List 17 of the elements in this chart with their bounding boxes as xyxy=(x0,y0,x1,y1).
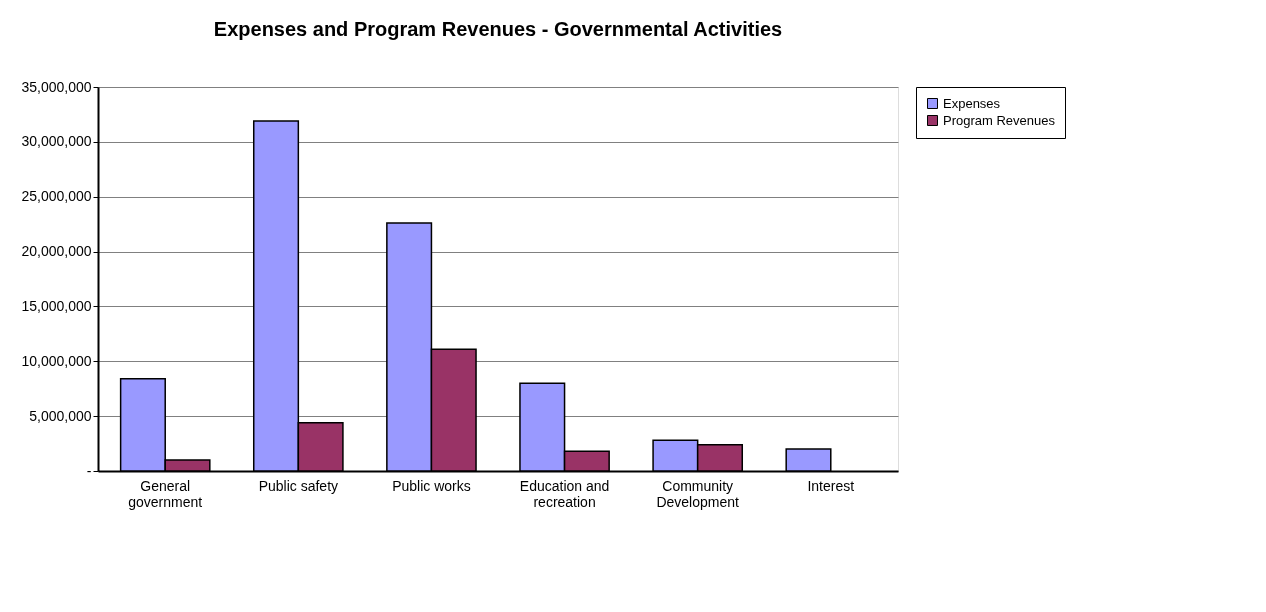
y-tick-label: - xyxy=(86,462,92,479)
x-tick-label: Education and recreation xyxy=(519,477,610,510)
x-tick-label: Interest xyxy=(807,477,855,494)
y-tick-label: 35,000,000 xyxy=(21,78,92,95)
legend-label: Expenses xyxy=(943,95,1001,111)
y-tick-label: 10,000,000 xyxy=(21,352,92,369)
x-tick-label: Public works xyxy=(392,477,471,494)
chart-title: Expenses and Program Revenues - Governmental Activities xyxy=(213,18,783,40)
y-tick-label: 5,000,000 xyxy=(29,407,92,424)
y-tick-label: 20,000,000 xyxy=(21,243,92,260)
x-tick-label: Public safety xyxy=(258,477,339,494)
x-tick-label: General government xyxy=(128,477,203,510)
legend-label: Program Revenues xyxy=(943,112,1056,128)
y-tick-label: 25,000,000 xyxy=(21,188,92,205)
y-tick-label: 30,000,000 xyxy=(21,133,92,150)
x-tick-label: Community Development xyxy=(656,477,740,510)
y-tick-label: 15,000,000 xyxy=(21,297,92,314)
